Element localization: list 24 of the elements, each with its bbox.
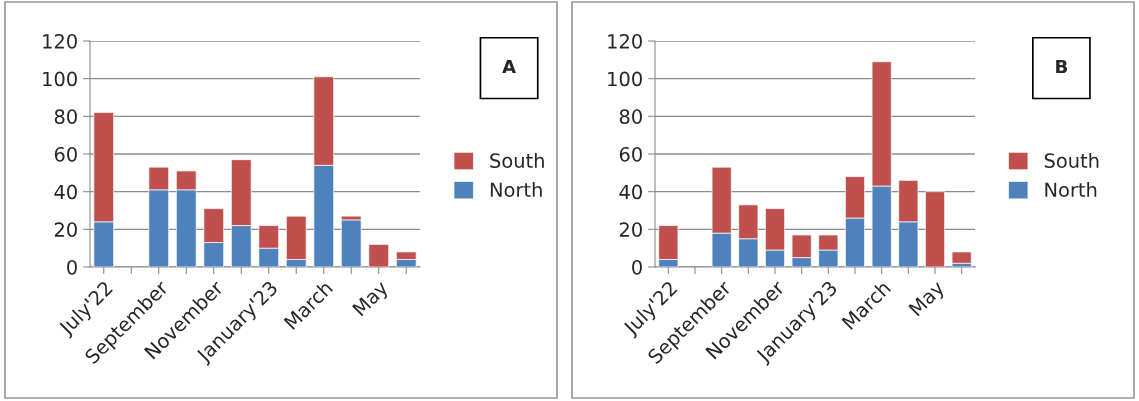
y-tick-label: 20 xyxy=(54,222,77,237)
bar xyxy=(925,191,945,267)
y-tick-label: 60 xyxy=(619,146,642,162)
bar xyxy=(368,244,389,267)
y-tick-label: 20 xyxy=(619,222,642,237)
y-tick-label: 40 xyxy=(619,184,642,200)
y-tick-label: 100 xyxy=(43,71,77,87)
bar xyxy=(951,251,972,264)
y-tick-label: 0 xyxy=(67,259,77,275)
y-tick-label: 120 xyxy=(43,33,77,49)
text: B xyxy=(1056,59,1068,74)
y-tick-label: 100 xyxy=(608,71,642,87)
y-tick-label: 80 xyxy=(54,109,77,124)
legend-label: North xyxy=(1045,182,1097,198)
y-tick-label: 60 xyxy=(54,146,77,162)
y-tick-label: 0 xyxy=(632,259,642,275)
y-tick-label: 80 xyxy=(619,109,642,124)
legend-label: North xyxy=(490,182,542,198)
legend-label: South xyxy=(1044,152,1099,168)
text: A xyxy=(502,59,516,74)
legend-label: South xyxy=(490,152,544,168)
bar xyxy=(341,219,362,267)
y-tick-label: 40 xyxy=(54,184,77,200)
y-tick-label: 120 xyxy=(608,33,642,49)
